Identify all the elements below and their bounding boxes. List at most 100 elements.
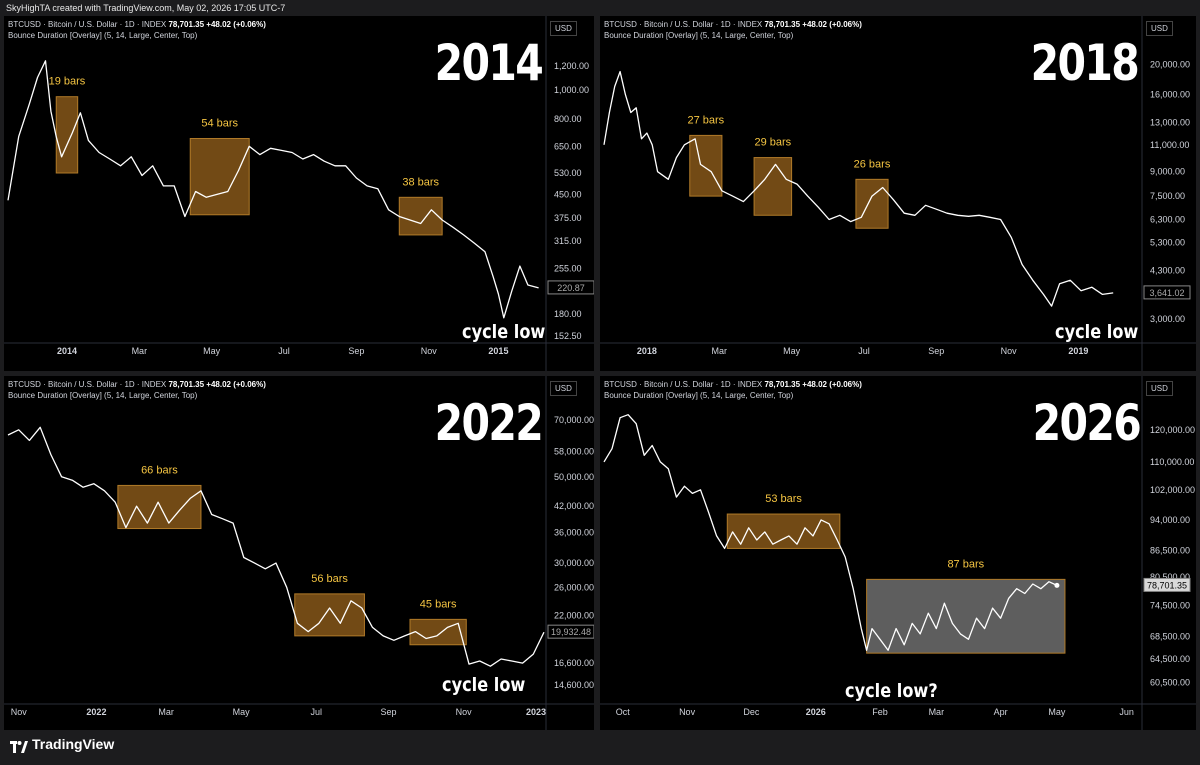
indicator-header[interactable]: Bounce Duration [Overlay] (5, 14, Large,… xyxy=(8,31,198,40)
indicator-header[interactable]: Bounce Duration [Overlay] (5, 14, Large,… xyxy=(8,391,198,400)
cycle-low-annotation: cycle low xyxy=(442,674,526,696)
tradingview-brand[interactable]: TradingView xyxy=(32,736,115,752)
indicator-header[interactable]: Bounce Duration [Overlay] (5, 14, Large,… xyxy=(604,391,794,400)
y-tick-label: 20,000.00 xyxy=(1150,60,1190,70)
x-tick-label: Nov xyxy=(456,707,473,717)
last-price-box xyxy=(547,280,594,295)
bounce-box xyxy=(866,578,1066,654)
x-tick-label: Feb xyxy=(872,707,888,717)
currency-button[interactable]: USD xyxy=(1146,21,1173,36)
symbol-header[interactable]: BTCUSD · Bitcoin / U.S. Dollar · 1D · IN… xyxy=(604,20,862,29)
x-tick-label: Sep xyxy=(928,346,944,356)
y-tick-label: 68,500.00 xyxy=(1150,632,1190,642)
x-tick-label: Mar xyxy=(132,346,148,356)
x-tick-label: Nov xyxy=(421,346,438,356)
y-tick-label: 70,000.00 xyxy=(554,415,594,425)
symbol-description: BTCUSD · Bitcoin / U.S. Dollar · 1D · IN… xyxy=(604,20,765,29)
y-tick-label: 7,500.00 xyxy=(1150,191,1185,201)
header-price: 78,701.35 xyxy=(764,20,803,29)
x-tick-label: Jun xyxy=(1119,707,1134,717)
currency-button[interactable]: USD xyxy=(1146,381,1173,396)
y-tick-label: 120,000.00 xyxy=(1150,425,1195,435)
y-tick-label: 102,000.00 xyxy=(1150,485,1195,495)
y-tick-label: 64,500.00 xyxy=(1150,654,1190,664)
y-tick-label: 14,600.00 xyxy=(554,680,594,690)
x-tick-label: 2019 xyxy=(1068,346,1088,356)
y-tick-label: 9,000.00 xyxy=(1150,167,1185,177)
y-tick-label: 16,600.00 xyxy=(554,658,594,668)
last-price-label: 220.87 xyxy=(557,283,585,293)
x-tick-label: 2022 xyxy=(86,707,106,717)
currency-button[interactable]: USD xyxy=(550,381,577,396)
cycle-low-annotation: cycle low? xyxy=(845,680,938,702)
y-tick-label: 42,000.00 xyxy=(554,501,594,511)
bounce-box-label: 66 bars xyxy=(141,464,178,476)
x-tick-label: Apr xyxy=(994,707,1008,717)
x-tick-label: Nov xyxy=(1001,346,1018,356)
last-price-label: 3,641.02 xyxy=(1149,288,1184,298)
x-tick-label: Nov xyxy=(679,707,696,717)
x-tick-label: May xyxy=(233,707,251,717)
header-change: +48.02 (+0.06%) xyxy=(802,380,862,389)
last-price-label: 78,701.35 xyxy=(1147,580,1187,590)
attribution-text: SkyHighTA created with TradingView.com, … xyxy=(6,3,286,13)
symbol-header[interactable]: BTCUSD · Bitcoin / U.S. Dollar · 1D · IN… xyxy=(8,20,266,29)
bounce-box-label: 45 bars xyxy=(420,598,457,610)
chart-panel-2026[interactable]: 53 bars 87 bars 120,000.00 110,000.00 102,00… xyxy=(600,376,1196,730)
chart-panel-2022[interactable]: 66 bars 56 bars 45 bars 70,000.00 58,000.00 5… xyxy=(4,376,594,730)
y-tick-label: 152.50 xyxy=(554,331,582,341)
bounce-box-label: 56 bars xyxy=(311,573,348,585)
bounce-box xyxy=(753,157,793,216)
symbol-header[interactable]: BTCUSD · Bitcoin / U.S. Dollar · 1D · IN… xyxy=(8,380,266,389)
chart-panel-2018[interactable]: 27 bars 29 bars 26 bars 20,000.00 16,000.00 1… xyxy=(600,16,1196,371)
x-tick-label: May xyxy=(203,346,221,356)
x-tick-label: Sep xyxy=(348,346,364,356)
y-tick-label: 650.00 xyxy=(554,141,582,151)
x-tick-label: 2026 xyxy=(806,707,826,717)
bounce-box-label: 19 bars xyxy=(49,76,86,88)
footer-bar xyxy=(0,732,1200,765)
price-line xyxy=(7,426,545,667)
price-line xyxy=(603,70,1114,307)
last-price-box xyxy=(547,624,594,639)
y-tick-label: 5,300.00 xyxy=(1150,238,1185,248)
chart-panel-2014[interactable]: 19 bars 54 bars 38 bars 1,200.00 1,000.00 800… xyxy=(4,16,594,371)
y-tick-label: 1,000.00 xyxy=(554,85,589,95)
bounce-box-label: 29 bars xyxy=(754,137,791,149)
y-tick-label: 4,300.00 xyxy=(1150,266,1185,276)
header-price: 78,701.35 xyxy=(764,380,803,389)
chart-svg: 66 bars 56 bars 45 bars 70,000.00 58,000.00 5… xyxy=(4,376,594,730)
cycle-low-annotation: cycle low xyxy=(462,321,546,343)
bounce-box xyxy=(689,134,723,197)
y-tick-label: 74,500.00 xyxy=(1150,601,1190,611)
x-tick-label: 2018 xyxy=(637,346,657,356)
x-tick-label: 2015 xyxy=(488,346,508,356)
y-tick-label: 255.00 xyxy=(554,264,582,274)
y-tick-label: 58,000.00 xyxy=(554,447,594,457)
y-tick-label: 315.00 xyxy=(554,236,582,246)
y-tick-label: 94,000.00 xyxy=(1150,515,1190,525)
y-tick-label: 13,000.00 xyxy=(1150,117,1190,127)
bounce-box xyxy=(189,137,250,216)
last-price-label: 19,932.48 xyxy=(551,627,591,637)
x-tick-label: 2014 xyxy=(57,346,77,356)
x-tick-label: May xyxy=(1048,707,1066,717)
indicator-header[interactable]: Bounce Duration [Overlay] (5, 14, Large,… xyxy=(604,31,794,40)
header-price: 78,701.35 xyxy=(168,20,207,29)
bounce-box-label: 38 bars xyxy=(402,176,439,188)
y-tick-label: 22,000.00 xyxy=(554,610,594,620)
y-tick-label: 6,300.00 xyxy=(1150,214,1185,224)
x-tick-label: Jul xyxy=(278,346,290,356)
chart-svg: 53 bars 87 bars 120,000.00 110,000.00 102,00… xyxy=(600,376,1196,730)
x-tick-label: Nov xyxy=(11,707,28,717)
symbol-header[interactable]: BTCUSD · Bitcoin / U.S. Dollar · 1D · IN… xyxy=(604,380,862,389)
bounce-box xyxy=(55,96,79,174)
header-change: +48.02 (+0.06%) xyxy=(206,380,266,389)
y-tick-label: 36,000.00 xyxy=(554,527,594,537)
year-title: 2018 xyxy=(1030,34,1139,92)
y-tick-label: 50,000.00 xyxy=(554,472,594,482)
y-tick-label: 450.00 xyxy=(554,189,582,199)
symbol-description: BTCUSD · Bitcoin / U.S. Dollar · 1D · IN… xyxy=(8,380,169,389)
currency-button[interactable]: USD xyxy=(550,21,577,36)
y-tick-label: 86,500.00 xyxy=(1150,546,1190,556)
